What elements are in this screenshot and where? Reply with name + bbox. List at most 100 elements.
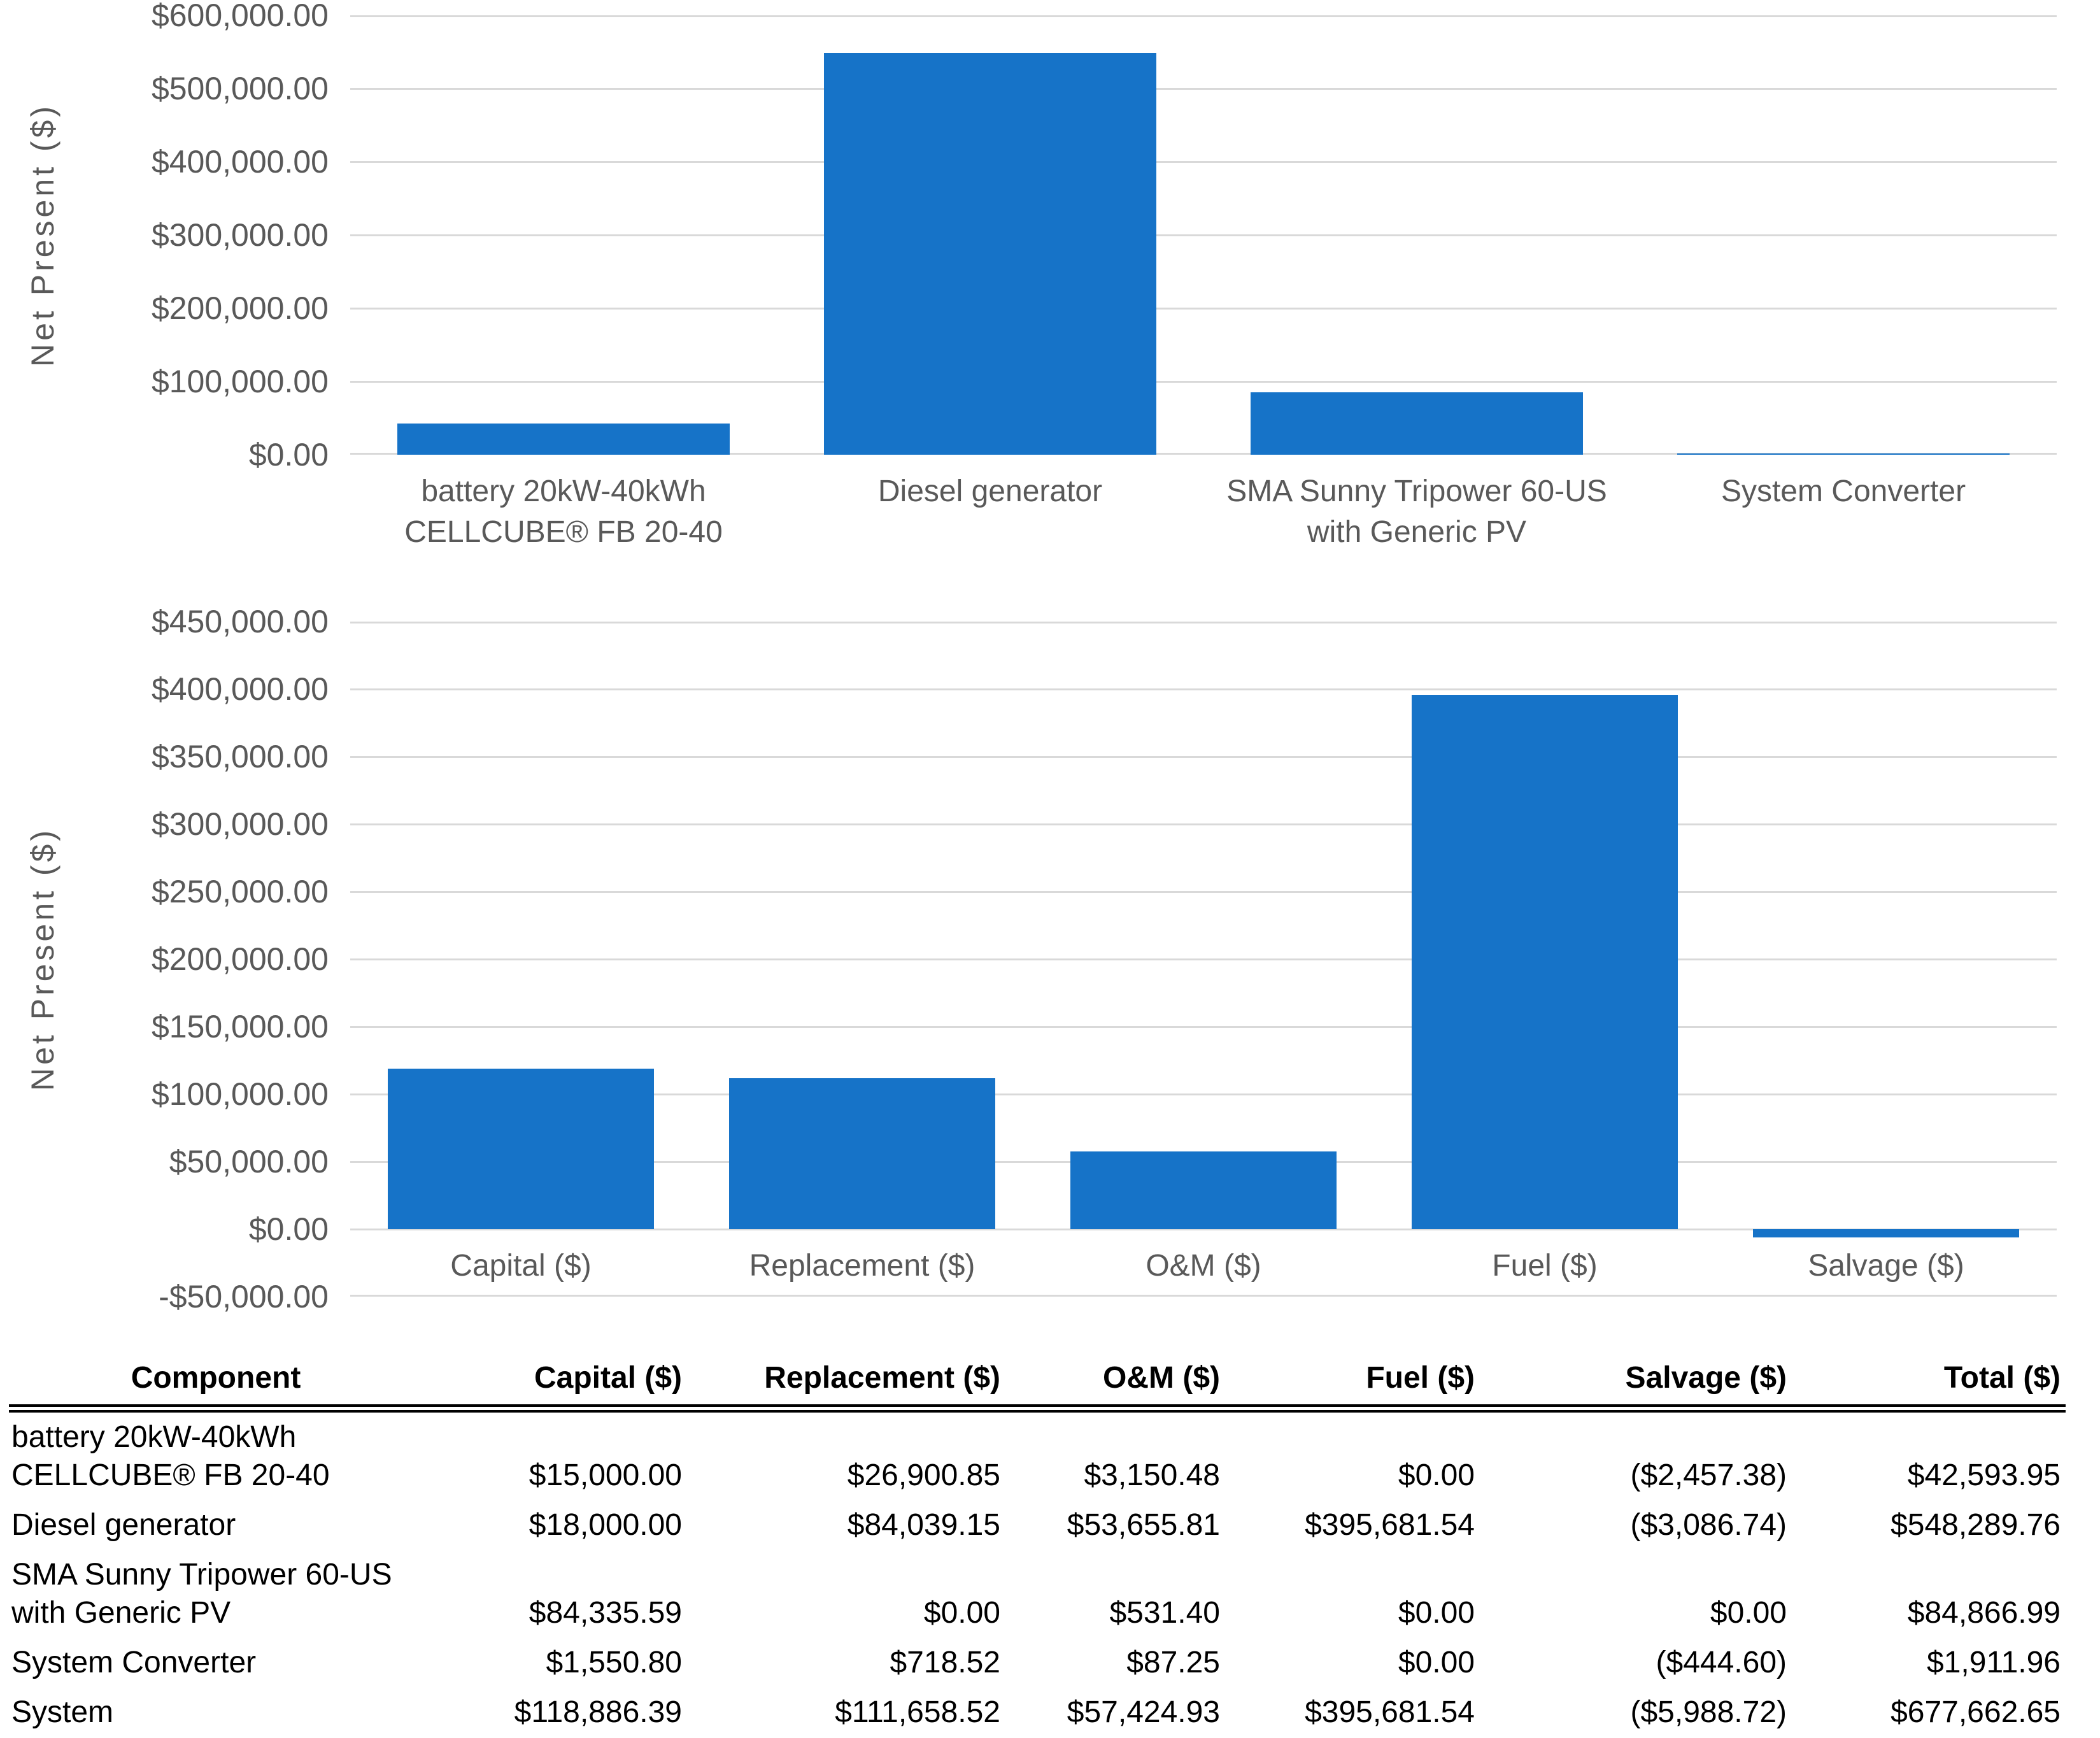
value-cell-salvage: ($2,457.38) [1630, 1458, 1787, 1492]
value-cell-replacement: $718.52 [890, 1646, 1000, 1679]
value-cell-salvage: ($444.60) [1656, 1646, 1787, 1679]
gridline-400-000-00 [350, 160, 2057, 163]
y-tick-label: $350,000.00 [151, 739, 329, 774]
gridline-0-00 [350, 453, 2057, 455]
value-cell-salvage: ($3,086.74) [1630, 1508, 1787, 1542]
table-row-diesel-generator: Diesel generator $18,000.00 $84,039.15 $53,… [9, 1500, 2066, 1550]
bar-system-converter [1677, 453, 2010, 455]
value-cell-salvage: ($5,988.72) [1630, 1695, 1787, 1729]
cost-summary-section: Component Capital ($) Replacement ($) O&M (… [9, 1357, 2075, 1737]
column-header-salvage: Salvage ($) [1480, 1357, 1792, 1413]
gridline-0-00 [350, 1228, 2057, 1230]
value-cell-replacement: $84,039.15 [847, 1508, 1000, 1542]
table-row-system: System $118,886.39 $111,658.52 $57,424.93 $3… [9, 1688, 2066, 1737]
bar-sma-sunny-tripower-60-us-with-generic-pv [1250, 392, 1584, 455]
value-cell-total: $84,866.99 [1907, 1596, 2061, 1630]
component-cell: SMA Sunny Tripower 60-US with Generic PV [11, 1558, 392, 1630]
x-category-label-o-m: O&M ($) [1146, 1249, 1261, 1283]
value-cell-o-m: $531.40 [1109, 1596, 1220, 1630]
y-tick-label: $100,000.00 [151, 1076, 329, 1112]
value-cell-o-m: $87.25 [1126, 1646, 1220, 1679]
gridline-100-000-00 [350, 1093, 2057, 1095]
x-category-label-salvage: Salvage ($) [1808, 1249, 1964, 1283]
value-cell-total: $1,911.96 [1927, 1646, 2061, 1679]
column-header-component: Component [9, 1357, 423, 1413]
cost-summary-table: Component Capital ($) Replacement ($) O&M (… [9, 1357, 2066, 1737]
component-cell: Diesel generator [11, 1508, 236, 1542]
value-cell-replacement: $26,900.85 [847, 1458, 1000, 1492]
value-cell-capital: $15,000.00 [529, 1458, 682, 1492]
y-tick-label: $450,000.00 [151, 604, 329, 639]
plot-wrap: $600,000.00 $500,000.00 $400,000.00 $300,00… [152, 0, 2057, 549]
y-tick-label: $0.00 [248, 437, 329, 473]
plot-area: $600,000.00 $500,000.00 $400,000.00 $300,00… [152, 0, 2057, 549]
gridline-300-000-00 [350, 823, 2057, 825]
bar-capital [387, 1068, 655, 1229]
gridline-150-000-00 [350, 1025, 2057, 1028]
value-cell-capital: $84,335.59 [529, 1596, 682, 1630]
value-cell-replacement: $0.00 [923, 1596, 1000, 1630]
table-header-row: Component Capital ($) Replacement ($) O&M (… [9, 1357, 2066, 1413]
table-row-sma-sunny-tripower-60-us-with-generic-pv: SMA Sunny Tripower 60-US with Generic PV… [9, 1550, 2066, 1638]
y-tick-label: $300,000.00 [151, 806, 329, 842]
y-tick-label: $600,000.00 [151, 0, 329, 33]
y-tick-label: $250,000.00 [151, 874, 329, 909]
value-cell-o-m: $53,655.81 [1067, 1508, 1220, 1542]
bar-battery-20kw-40kwh-cellcube-fb-20-40 [397, 424, 730, 455]
y-tick-label: $300,000.00 [151, 217, 329, 253]
y-tick-label: $100,000.00 [151, 364, 329, 399]
y-tick-label: $400,000.00 [151, 144, 329, 180]
bar-replacement [728, 1078, 996, 1229]
value-cell-capital: $18,000.00 [529, 1508, 682, 1542]
value-cell-capital: $1,550.80 [546, 1646, 682, 1679]
y-tick-label: $400,000.00 [151, 671, 329, 707]
table-row-system-converter: System Converter $1,550.80 $718.52 $87.25 $0… [9, 1638, 2066, 1688]
value-cell-fuel: $395,681.54 [1305, 1695, 1475, 1729]
y-tick-label: $200,000.00 [151, 941, 329, 977]
plot-area: $450,000.00 $400,000.00 $350,000.00 $300,00… [152, 604, 2057, 1314]
gridline-250-000-00 [350, 890, 2057, 893]
gridline-50-000-00 [350, 1295, 2057, 1297]
value-cell-salvage: $0.00 [1710, 1596, 1787, 1630]
plot-wrap: $450,000.00 $400,000.00 $350,000.00 $300,00… [152, 604, 2057, 1314]
chart-npc-by-component: Net Present ($) $600,000.00 $500,000.00 $4… [0, 0, 2100, 622]
column-header-replacement: Replacement ($) [687, 1357, 1005, 1413]
x-category-label-capital: Capital ($) [450, 1249, 592, 1283]
y-tick-label: $150,000.00 [151, 1009, 329, 1044]
x-category-label-battery-20kw-40kwh-cellcube-fb-20-40: battery 20kW-40kWh CELLCUBE® FB 20-40 [404, 474, 723, 549]
y-tick-label: $500,000.00 [151, 71, 329, 106]
component-cell: System Converter [11, 1646, 257, 1679]
component-cell: System [11, 1695, 114, 1729]
x-category-label-fuel: Fuel ($) [1492, 1249, 1598, 1283]
gridline-350-000-00 [350, 755, 2057, 758]
y-tick-label: $0.00 [248, 1211, 329, 1247]
column-header-fuel: Fuel ($) [1225, 1357, 1480, 1413]
bar-salvage [1752, 1229, 2020, 1237]
x-category-label-sma-sunny-tripower-60-us-with-generic-pv: SMA Sunny Tripower 60-US with Generic PV [1226, 474, 1607, 549]
bar-o-m [1070, 1151, 1337, 1229]
gridline-200-000-00 [350, 958, 2057, 960]
gridline-200-000-00 [350, 307, 2057, 310]
value-cell-o-m: $57,424.93 [1067, 1695, 1220, 1729]
value-cell-total: $42,593.95 [1907, 1458, 2061, 1492]
gridline-400-000-00 [350, 688, 2057, 690]
value-cell-capital: $118,886.39 [514, 1695, 682, 1729]
chart-npc-by-cost-type: Net Present ($) $450,000.00 $400,000.00 $3… [0, 604, 2100, 1340]
value-cell-total: $677,662.65 [1891, 1695, 2061, 1729]
table-row-battery-20kw-40kwh-cellcube-fb-20-40: battery 20kW-40kWh CELLCUBE® FB 20-40 $15… [9, 1409, 2066, 1501]
bar-fuel [1411, 695, 1678, 1229]
y-tick-label: $200,000.00 [151, 290, 329, 326]
gridline-450-000-00 [350, 622, 2057, 623]
column-header-capital: Capital ($) [423, 1357, 687, 1413]
value-cell-fuel: $0.00 [1398, 1596, 1475, 1630]
y-tick-label: $50,000.00 [169, 1144, 329, 1179]
table-body: battery 20kW-40kWh CELLCUBE® FB 20-40 $15… [9, 1409, 2066, 1738]
value-cell-replacement: $111,658.52 [835, 1695, 1000, 1729]
gridline-500-000-00 [350, 87, 2057, 90]
value-cell-fuel: $0.00 [1398, 1458, 1475, 1492]
x-category-label-diesel-generator: Diesel generator [877, 474, 1103, 508]
component-cell: battery 20kW-40kWh CELLCUBE® FB 20-40 [11, 1420, 330, 1492]
x-category-label-system-converter: System Converter [1720, 474, 1966, 508]
value-cell-fuel: $0.00 [1398, 1646, 1475, 1679]
gridline-600-000-00 [350, 15, 2057, 17]
